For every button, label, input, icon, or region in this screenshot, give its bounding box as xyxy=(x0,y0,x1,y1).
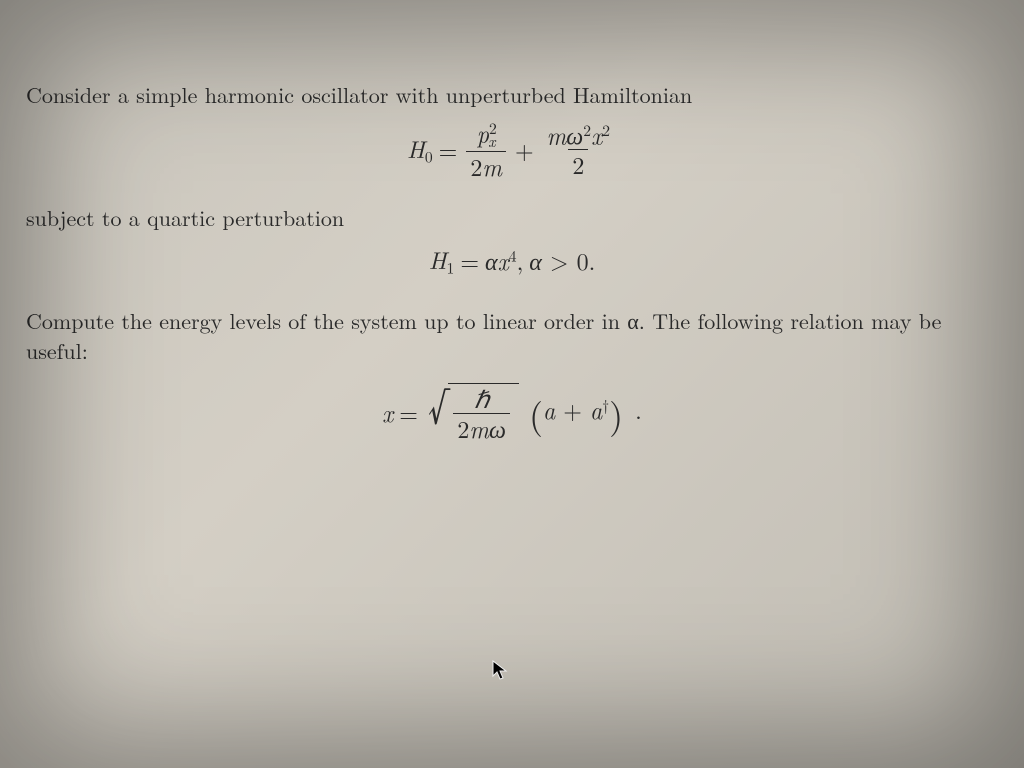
sym-plus2: + xyxy=(563,392,582,426)
paragraph-1: Consider a simple harmonic oscillator wi… xyxy=(26,80,998,110)
radical-sign: √ xyxy=(428,381,448,424)
sqrt-hbar-2mw: √ ℏ 2mω xyxy=(428,383,519,441)
sym-x: x xyxy=(591,117,602,151)
sym-eq2: = xyxy=(460,244,479,276)
sym-x-lhs: x xyxy=(382,396,393,428)
sym-x-sup4: 4 xyxy=(509,244,517,267)
rparen: ) xyxy=(609,388,623,439)
sym-period: . xyxy=(589,243,596,277)
sym-H1: H xyxy=(429,242,447,276)
sym-0: 0 xyxy=(577,243,589,277)
sym-m3: m xyxy=(469,411,489,445)
sym-omega2: ω xyxy=(489,411,506,445)
sym-omega-sup2: 2 xyxy=(583,118,591,141)
sym-alpha: α xyxy=(485,243,498,277)
sym-gt: > xyxy=(550,243,569,277)
frac-mw2x2-2: mω2x2 2 xyxy=(543,122,614,178)
sym-hbar: ℏ xyxy=(474,381,489,415)
mouse-cursor-icon xyxy=(492,660,508,682)
equation-hamiltonian: H0 = p2x 2m + mω2x2 2 xyxy=(26,120,998,180)
sym-period2: . xyxy=(635,392,642,426)
sym-m2: m xyxy=(547,117,567,151)
equation-x-operator: x = √ ℏ 2mω (a + a†) . xyxy=(26,383,998,441)
sym-a: a xyxy=(543,392,555,426)
sym-2b: 2 xyxy=(457,411,469,445)
paragraph-2: subject to a quartic perturbation xyxy=(26,203,998,233)
sym-comma: , xyxy=(517,243,524,277)
equation-perturbation: H1 = αx4, α > 0. xyxy=(26,243,998,278)
sym-m: m xyxy=(482,149,502,183)
lparen: ( xyxy=(529,388,543,439)
sym-x-sup2: 2 xyxy=(602,118,610,141)
sym-x4: x xyxy=(498,243,509,277)
sym-sub0: 0 xyxy=(425,145,433,168)
sym-den2: 2 xyxy=(572,147,584,181)
sym-omega: ω xyxy=(566,117,583,151)
paragraph-3: Compute the energy levels of the system … xyxy=(26,306,998,365)
sym-2: 2 xyxy=(470,149,482,183)
sym-alpha2: α xyxy=(529,243,542,277)
sym-H: H xyxy=(407,131,425,165)
sym-plus: + xyxy=(515,133,534,165)
frac-hbar-2mw: ℏ 2mω xyxy=(453,386,510,441)
frac-p2-2m: p2x 2m xyxy=(466,120,506,180)
sym-sub1: 1 xyxy=(447,256,455,279)
sym-eq: = xyxy=(439,133,458,165)
problem-content: Consider a simple harmonic oscillator wi… xyxy=(18,80,1006,466)
sym-eq3: = xyxy=(399,396,418,428)
sym-a-dag: a xyxy=(590,392,602,426)
